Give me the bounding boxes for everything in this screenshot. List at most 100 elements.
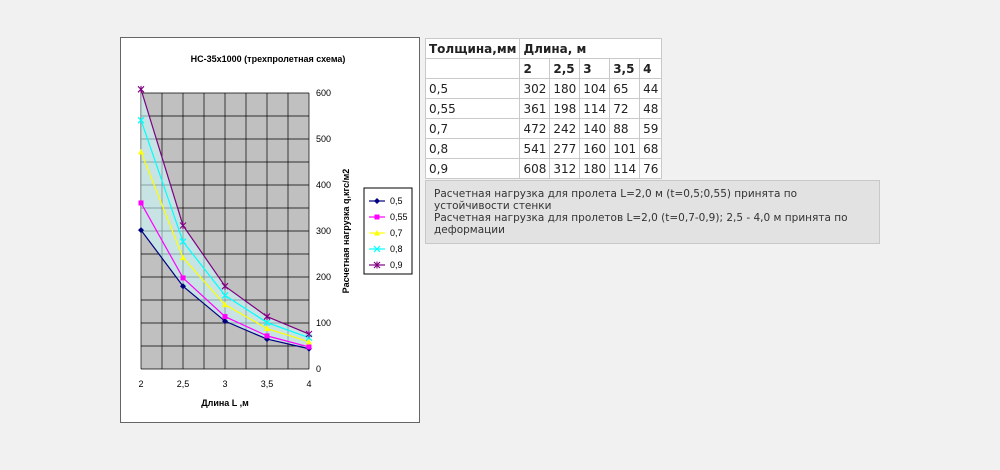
value-cell: 65 [609, 78, 641, 99]
thickness-cell: 0,5 [424, 78, 521, 99]
data-point [138, 227, 144, 234]
value-cell: 59 [639, 118, 663, 139]
value-cell: 114 [579, 98, 611, 119]
value-cell: 472 [519, 118, 551, 139]
data-point [264, 333, 270, 339]
value-cell: 101 [609, 138, 641, 159]
x-tick-label: 2,5 [177, 379, 190, 389]
value-cell: 608 [519, 158, 551, 179]
value-cell: 44 [639, 78, 663, 99]
value-cell: 312 [549, 158, 581, 179]
data-point [306, 338, 312, 345]
data-point [222, 314, 228, 320]
y-axis-label: Расчетная нагрузка q,кгс/м2 [341, 169, 351, 294]
value-cell: 68 [639, 138, 663, 159]
data-point [138, 200, 144, 206]
length-header-cell: 3 [579, 58, 611, 79]
legend-marker [374, 198, 380, 204]
legend-marker [373, 245, 381, 253]
table-lengths-row: 2 2,5 3 3,5 4 [424, 58, 663, 79]
note-line-2: Расчетная нагрузка для пролетов L=2,0 (t… [434, 212, 848, 236]
value-cell: 48 [639, 98, 663, 119]
grid-lines [140, 92, 310, 370]
legend-marker [374, 214, 380, 220]
chart-title: НС-35х1000 (трехпролетная схема) [191, 54, 346, 64]
thickness-cell: 0,8 [424, 138, 521, 159]
x-axis-label: Длина L ,м [201, 398, 249, 408]
thickness-cell: 0,9 [424, 158, 521, 179]
value-cell: 198 [549, 98, 581, 119]
legend-label: 0,8 [390, 244, 403, 254]
legend-label: 0,9 [390, 260, 403, 270]
table-row: 0,8 541 277 160 101 68 [424, 138, 663, 159]
value-cell: 180 [579, 158, 611, 179]
data-point [180, 254, 186, 261]
table-row: 0,55 361 198 114 72 48 [424, 98, 663, 119]
legend-label: 0,7 [390, 228, 403, 238]
y-tick-label: 100 [316, 318, 331, 328]
data-point [179, 221, 187, 229]
thickness-cell: 0,7 [424, 118, 521, 139]
thickness-cell: 0,55 [424, 98, 521, 119]
data-point [221, 282, 229, 290]
table-row: 0,7 472 242 140 88 59 [424, 118, 663, 139]
value-cell: 361 [519, 98, 551, 119]
table-cell-empty [424, 58, 521, 79]
legend-label: 0,5 [390, 196, 403, 206]
y-tick-label: 300 [316, 226, 331, 236]
value-cell: 140 [579, 118, 611, 139]
x-tick-label: 2 [138, 379, 143, 389]
value-cell: 541 [519, 138, 551, 159]
y-tick-label: 500 [316, 134, 331, 144]
value-cell: 180 [549, 78, 581, 99]
value-cell: 277 [549, 138, 581, 159]
x-tick-label: 3,5 [261, 379, 274, 389]
x-tick-label: 3 [222, 379, 227, 389]
x-tick-label: 4 [306, 379, 311, 389]
data-point [263, 319, 271, 326]
header-thickness: Толщина,мм [424, 38, 521, 59]
data-point [305, 330, 313, 338]
y-tick-labels: 0 100 200 300 400 500 600 [316, 88, 331, 374]
value-cell: 302 [519, 78, 551, 99]
length-header-cell: 3,5 [609, 58, 641, 79]
legend-label: 0,55 [390, 212, 408, 222]
value-cell: 242 [549, 118, 581, 139]
length-header-cell: 2 [519, 58, 551, 79]
y-tick-label: 200 [316, 272, 331, 282]
data-point [222, 318, 228, 325]
data-point [180, 283, 186, 290]
data-point [138, 148, 144, 155]
table-row: 0,5 302 180 104 65 44 [424, 78, 663, 99]
value-cell: 88 [609, 118, 641, 139]
data-point [179, 238, 187, 246]
legend-box [363, 187, 413, 275]
legend-marker [373, 261, 381, 269]
y-tick-label: 600 [316, 88, 331, 98]
value-cell: 76 [639, 158, 663, 179]
legend-marker [374, 230, 380, 236]
note-box: Расчетная нагрузка для пролета L=2,0 м (… [425, 180, 880, 244]
note-line-1: Расчетная нагрузка для пролета L=2,0 м (… [434, 188, 798, 212]
y-tick-label: 0 [316, 364, 321, 374]
series-markers [137, 85, 313, 352]
y-tick-label: 400 [316, 180, 331, 190]
chart-panel: НС-35х1000 (трехпролетная схема) 2 2,5 3 3,… [120, 37, 420, 423]
length-header-cell: 2,5 [549, 58, 581, 79]
header-length: Длина, м [519, 38, 663, 59]
chart-svg: НС-35х1000 (трехпролетная схема) 2 2,5 3 3,… [137, 54, 413, 408]
data-point [221, 291, 229, 299]
data-point [222, 301, 228, 308]
data-point [137, 85, 145, 93]
data-table: Толщина,мм Длина, м 2 2,5 3 3,5 4 0,5 30… [424, 38, 663, 179]
data-point [180, 275, 186, 281]
data-point [137, 116, 145, 124]
value-cell: 160 [579, 138, 611, 159]
legend: 0,5 0,55 0,7 0,8 0,9 [369, 196, 408, 270]
table-row: 0,9 608 312 180 114 76 [424, 158, 663, 179]
data-point [263, 313, 271, 321]
value-cell: 114 [609, 158, 641, 179]
value-cell: 104 [579, 78, 611, 99]
data-point [306, 344, 312, 350]
value-cell: 72 [609, 98, 641, 119]
